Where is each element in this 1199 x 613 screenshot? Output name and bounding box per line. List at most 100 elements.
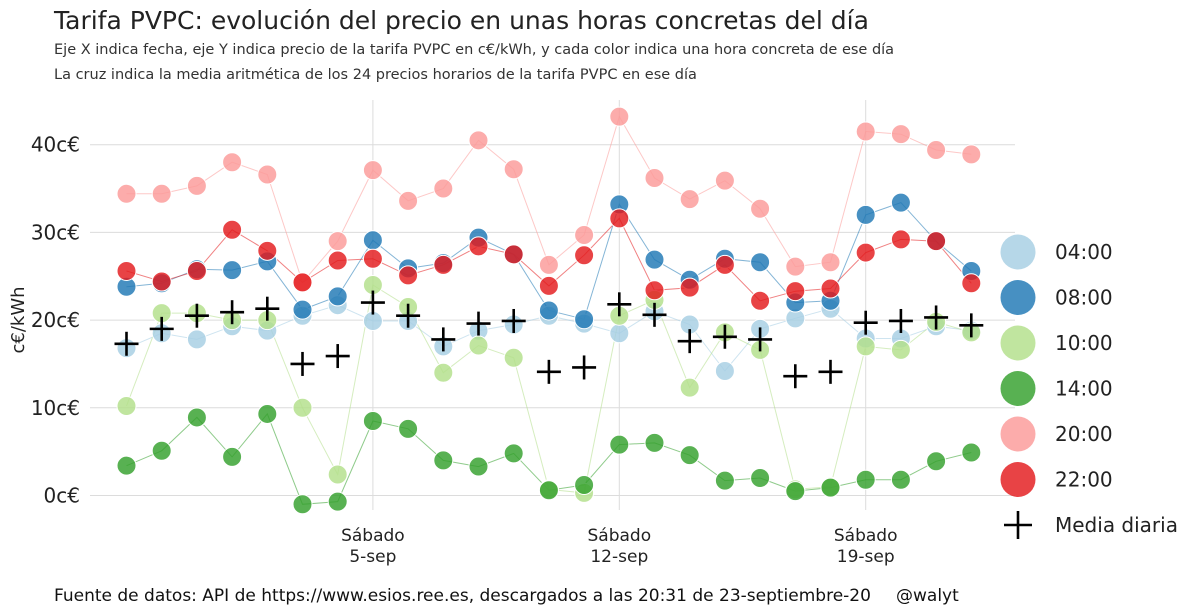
data-point xyxy=(679,445,700,466)
data-point xyxy=(609,106,630,127)
data-point xyxy=(468,335,489,356)
data-point xyxy=(644,168,665,189)
data-point xyxy=(714,360,735,381)
data-point xyxy=(926,139,947,160)
data-point xyxy=(926,451,947,472)
data-point xyxy=(644,249,665,270)
data-point xyxy=(609,434,630,455)
legend-label: Media diaria xyxy=(1055,513,1178,537)
legend-label: 10:00 xyxy=(1055,331,1113,355)
data-point xyxy=(398,418,419,439)
mean-marker xyxy=(325,344,350,369)
data-point xyxy=(257,403,278,424)
data-point xyxy=(327,231,348,252)
data-point xyxy=(116,183,137,204)
data-point xyxy=(222,260,243,281)
data-point xyxy=(679,189,700,210)
mean-marker xyxy=(431,327,456,352)
mean-marker xyxy=(114,331,139,356)
mean-marker xyxy=(536,359,561,384)
legend-label: 14:00 xyxy=(1055,377,1113,401)
data-point xyxy=(292,397,313,418)
data-point xyxy=(785,281,806,302)
data-point xyxy=(362,230,383,251)
data-point xyxy=(785,481,806,502)
data-point xyxy=(257,240,278,261)
data-point xyxy=(116,455,137,476)
x-tick-label: Sábado 12-sep xyxy=(587,526,651,567)
data-point xyxy=(820,278,841,299)
legend-item-2000: 20:00 xyxy=(1000,416,1113,452)
data-point xyxy=(327,491,348,512)
mean-marker xyxy=(501,308,526,333)
data-point xyxy=(961,273,982,294)
x-tick-label: Sábado 19-sep xyxy=(834,526,898,567)
data-point xyxy=(503,347,524,368)
data-point xyxy=(961,442,982,463)
mean-marker xyxy=(748,327,773,352)
data-point xyxy=(574,474,595,495)
data-point xyxy=(327,464,348,485)
data-point xyxy=(750,198,771,219)
data-point xyxy=(750,252,771,273)
y-tick-label: 10c€ xyxy=(31,396,80,420)
data-point xyxy=(961,144,982,165)
legend-label: 22:00 xyxy=(1055,468,1113,492)
data-point xyxy=(855,469,876,490)
data-point xyxy=(362,160,383,181)
mean-marker xyxy=(572,355,597,380)
data-point xyxy=(574,309,595,330)
data-point xyxy=(855,336,876,357)
mean-marker xyxy=(818,359,843,384)
data-point xyxy=(222,219,243,240)
caption-author: @walyt xyxy=(896,586,959,606)
data-point xyxy=(714,170,735,191)
mean-marker xyxy=(959,313,984,338)
data-point xyxy=(714,470,735,491)
mean-marker xyxy=(220,300,245,325)
data-point xyxy=(116,396,137,417)
data-point xyxy=(186,175,207,196)
mean-marker xyxy=(396,303,421,328)
mean-marker xyxy=(255,296,280,321)
mean-marker xyxy=(607,292,632,317)
data-point xyxy=(398,190,419,211)
y-tick-label: 30c€ xyxy=(31,220,80,244)
legend-item-2200: 22:00 xyxy=(1000,462,1113,497)
legend-label: 20:00 xyxy=(1055,422,1113,446)
data-point xyxy=(433,362,454,383)
mean-marker xyxy=(677,329,702,354)
data-point xyxy=(362,410,383,431)
mean-marker xyxy=(149,316,174,341)
legend: 04:00 08:00 10:00 14:00 20:00 22:00 Media diar… xyxy=(1000,234,1178,539)
data-point xyxy=(398,265,419,286)
data-point xyxy=(503,244,524,265)
data-point xyxy=(151,183,172,204)
legend-item-0400: 04:00 xyxy=(1000,234,1113,270)
legend-label: 04:00 xyxy=(1055,240,1113,264)
data-point xyxy=(151,271,172,292)
data-point xyxy=(609,323,630,344)
data-point xyxy=(679,277,700,298)
data-point xyxy=(433,254,454,275)
data-point xyxy=(855,204,876,225)
data-point xyxy=(468,130,489,151)
data-point xyxy=(750,290,771,311)
mean-marker xyxy=(642,302,667,327)
y-tick-label: 0c€ xyxy=(44,484,80,508)
legend-item-media-diaria: Media diaria xyxy=(1004,511,1178,539)
mean-marker xyxy=(712,324,737,349)
series-points xyxy=(116,106,982,515)
data-point xyxy=(222,152,243,173)
data-point xyxy=(292,272,313,293)
data-point xyxy=(855,242,876,263)
mean-marker xyxy=(466,311,491,336)
data-point xyxy=(151,440,172,461)
data-point xyxy=(433,450,454,471)
chart-subtitle-2: La cruz indica la media aritmética de lo… xyxy=(54,67,697,83)
data-point xyxy=(468,236,489,257)
chart-subtitle-1: Eje X indica fecha, eje Y indica precio … xyxy=(54,42,894,58)
data-point xyxy=(855,121,876,142)
data-point xyxy=(222,446,243,467)
